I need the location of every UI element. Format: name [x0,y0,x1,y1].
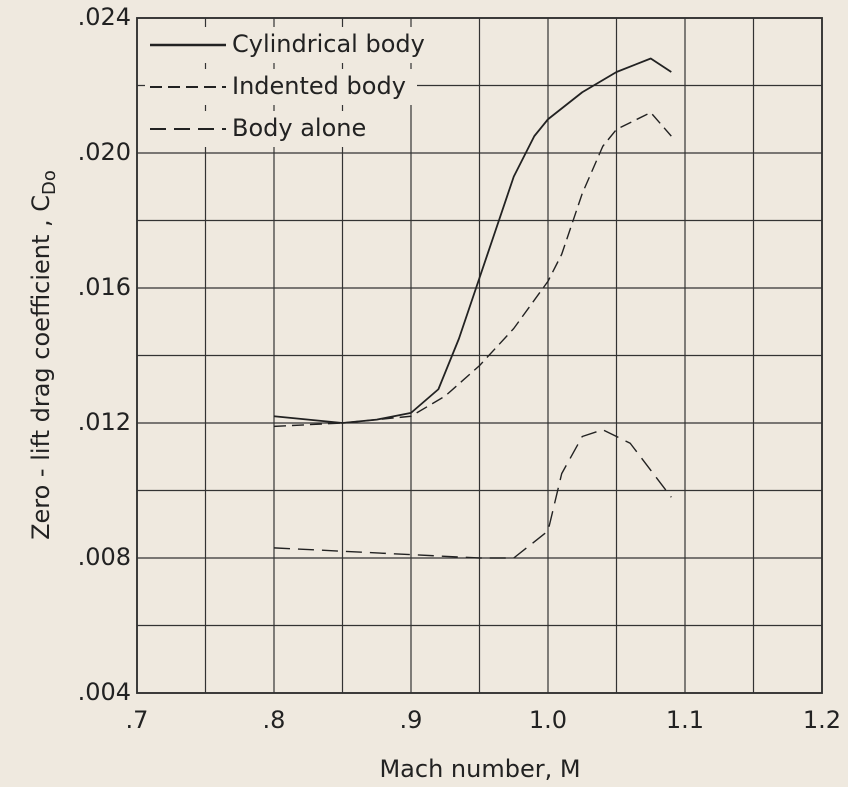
y-axis-label-sub: Do [39,170,60,195]
y-axis-label: Zero - lift drag coefficient , CDo [27,170,60,540]
x-tick-label: .9 [400,706,423,734]
series-line [273,429,672,559]
series-line [273,57,672,424]
x-tick-label: 1.0 [529,706,567,734]
legend-label: Body alone [232,114,366,142]
y-axis-label-main: Zero - lift drag coefficient , C [27,195,55,540]
x-tick-label: .7 [126,706,149,734]
y-tick-label: .016 [78,273,131,301]
y-tick-label: .020 [78,138,131,166]
y-tick-label: .024 [78,3,131,31]
x-tick-label: 1.2 [803,706,841,734]
y-tick-label: .008 [78,543,131,571]
legend-label: Indented body [232,72,406,100]
x-tick-label: .8 [263,706,286,734]
x-axis-label: Mach number, M [379,755,580,783]
series-line [273,111,672,428]
y-tick-label: .012 [78,408,131,436]
y-tick-label: .004 [78,678,131,706]
x-tick-label: 1.1 [666,706,704,734]
legend-label: Cylindrical body [232,30,425,58]
